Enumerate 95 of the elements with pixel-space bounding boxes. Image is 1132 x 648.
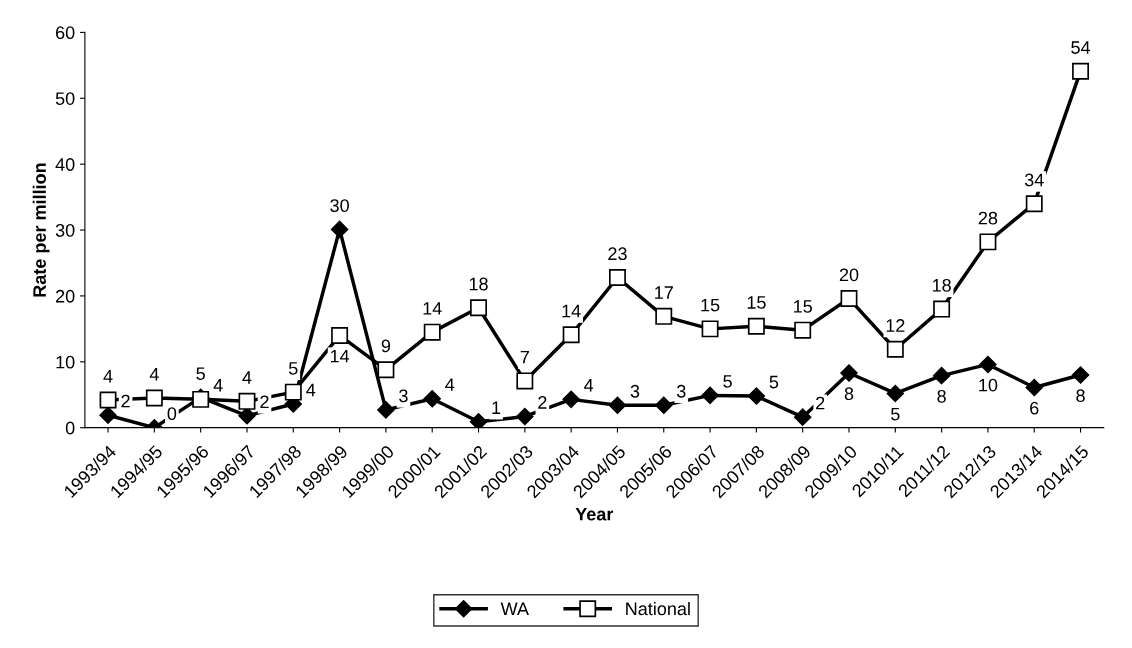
- data-label: 8: [1076, 389, 1085, 403]
- data-label: 10: [979, 378, 998, 392]
- data-label: 4: [242, 371, 252, 384]
- data-label: 14: [330, 349, 350, 363]
- point: [377, 401, 395, 419]
- y-tick-label: 20: [56, 289, 75, 303]
- data-label: 5: [891, 407, 900, 421]
- data-label: 1: [492, 401, 501, 414]
- data-label: 4: [213, 379, 223, 392]
- y-tick-label: 10: [56, 355, 75, 369]
- point: [608, 396, 627, 414]
- data-label: 54: [1071, 41, 1091, 54]
- point: [516, 407, 534, 426]
- point: [145, 389, 163, 407]
- point: [840, 364, 858, 382]
- point: [979, 355, 997, 374]
- point: [1025, 195, 1043, 213]
- data-label: 4: [445, 378, 455, 391]
- data-label: 30: [330, 199, 349, 213]
- y-tick-label: 60: [56, 26, 75, 40]
- data-label: 3: [676, 384, 686, 398]
- y-axis-title: Rate per million: [32, 163, 50, 297]
- x-axis-title: Year: [575, 507, 614, 521]
- point: [1072, 62, 1090, 80]
- point: [793, 408, 812, 426]
- point: [562, 390, 580, 409]
- data-label: 23: [608, 247, 627, 261]
- data-label: 20: [839, 268, 859, 282]
- point: [933, 300, 951, 318]
- legend-label: National: [626, 601, 690, 616]
- point: [423, 390, 441, 408]
- point: [886, 384, 905, 403]
- data-label: 0: [167, 407, 177, 421]
- point: [979, 233, 997, 251]
- data-label: 7: [520, 350, 529, 364]
- data-label: 2: [816, 396, 825, 410]
- data-label: 14: [423, 302, 442, 315]
- point: [423, 323, 441, 341]
- data-label: 3: [399, 389, 408, 403]
- point: [99, 391, 117, 409]
- data-label: 5: [769, 375, 779, 389]
- data-label: 5: [196, 367, 205, 380]
- y-tick-label: 50: [55, 92, 75, 105]
- data-label: 18: [469, 277, 488, 291]
- data-label: 4: [103, 370, 113, 383]
- data-label: 14: [562, 304, 581, 318]
- data-label: 9: [381, 339, 391, 353]
- data-label: 4: [584, 379, 594, 392]
- point: [238, 392, 256, 410]
- point: [562, 326, 580, 344]
- data-label: 15: [794, 300, 812, 313]
- data-label: 8: [844, 387, 854, 401]
- point: [886, 340, 904, 358]
- point: [932, 366, 951, 385]
- legend-label: WA: [500, 602, 529, 616]
- point: [1025, 378, 1043, 397]
- data-label: 4: [306, 383, 316, 397]
- data-label: 15: [747, 296, 766, 309]
- point: [701, 320, 719, 338]
- point: [470, 299, 488, 317]
- data-label: 6: [1030, 401, 1039, 415]
- y-tick-label: 30: [55, 223, 75, 237]
- point: [469, 413, 488, 428]
- data-label: 5: [723, 375, 732, 388]
- data-label: 3: [630, 384, 640, 398]
- point: [747, 387, 766, 405]
- point: [331, 326, 349, 344]
- point: [747, 317, 765, 335]
- data-label: 15: [701, 298, 720, 312]
- point: [701, 386, 719, 405]
- point: [794, 321, 812, 339]
- point: [99, 406, 117, 424]
- y-tick-label: 0: [65, 421, 75, 435]
- data-label: 17: [655, 286, 673, 299]
- point: [608, 268, 626, 286]
- y-tick-label: 40: [55, 158, 75, 171]
- data-label: 8: [937, 389, 946, 403]
- point: [238, 407, 256, 425]
- data-label: 12: [886, 319, 905, 332]
- point: [1071, 366, 1090, 384]
- data-label: 4: [149, 368, 159, 381]
- data-label: 28: [978, 211, 998, 225]
- data-label: 5: [288, 362, 298, 375]
- point: [330, 220, 349, 239]
- point: [840, 290, 858, 308]
- point: [655, 396, 673, 414]
- point: [377, 361, 395, 379]
- point: [516, 372, 534, 390]
- data-label: 2: [121, 394, 130, 408]
- data-label: 34: [1024, 173, 1044, 187]
- point: [655, 307, 673, 325]
- point: [284, 383, 302, 401]
- data-label: 2: [538, 396, 547, 409]
- data-label: 18: [932, 278, 951, 292]
- data-label: 2: [260, 395, 269, 408]
